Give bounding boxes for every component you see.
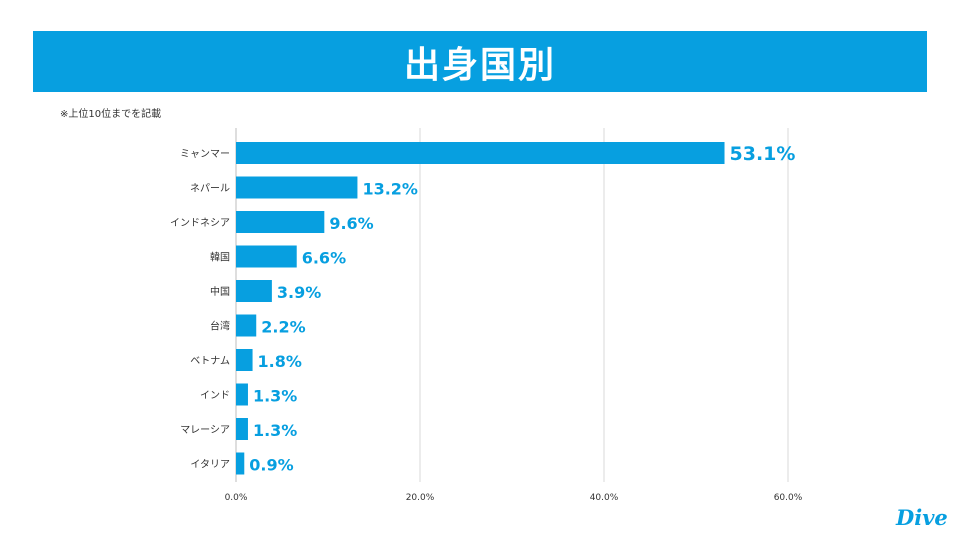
category-label: ベトナム — [190, 355, 230, 367]
category-label: 韓国 — [210, 252, 230, 264]
bar-10 — [236, 452, 245, 475]
bar-1 — [236, 142, 725, 164]
bar-9 — [236, 418, 248, 440]
x-tick-label: 0.0% — [225, 493, 248, 503]
data-label: 1.3% — [253, 421, 297, 440]
category-label: ネパール — [190, 183, 230, 195]
data-label: 3.9% — [277, 283, 321, 302]
category-label: 中国 — [210, 285, 230, 298]
dive-logo: Dive — [896, 505, 948, 530]
x-tick-label: 40.0% — [590, 493, 619, 503]
bar-2 — [236, 176, 358, 199]
bar-6 — [236, 314, 257, 337]
category-label: インドネシア — [170, 217, 230, 229]
bar-4 — [236, 245, 297, 268]
page-title: 出身国別 — [403, 44, 556, 86]
category-label: 台湾 — [210, 320, 230, 333]
data-label: 1.3% — [253, 387, 297, 406]
data-label: 0.9% — [249, 456, 293, 475]
bar-8 — [236, 383, 248, 406]
data-label: 1.8% — [258, 352, 302, 371]
data-label: 6.6% — [302, 249, 346, 268]
x-tick-label: 20.0% — [406, 493, 435, 503]
data-label: 9.6% — [329, 214, 373, 233]
data-label: 53.1% — [730, 143, 796, 165]
bar-5 — [236, 280, 272, 302]
category-label: インド — [200, 391, 230, 402]
bar-3 — [236, 211, 325, 233]
category-label: ミャンマー — [180, 149, 230, 160]
category-label: イタリア — [190, 459, 230, 471]
data-label: 2.2% — [261, 318, 305, 337]
footnote: ※上位10位までを記載 — [60, 109, 162, 120]
data-label: 13.2% — [362, 180, 418, 199]
bar-7 — [236, 349, 253, 371]
title-banner: 出身国別 — [33, 31, 927, 92]
category-label: マレーシア — [180, 425, 230, 436]
x-tick-label: 60.0% — [774, 493, 803, 503]
